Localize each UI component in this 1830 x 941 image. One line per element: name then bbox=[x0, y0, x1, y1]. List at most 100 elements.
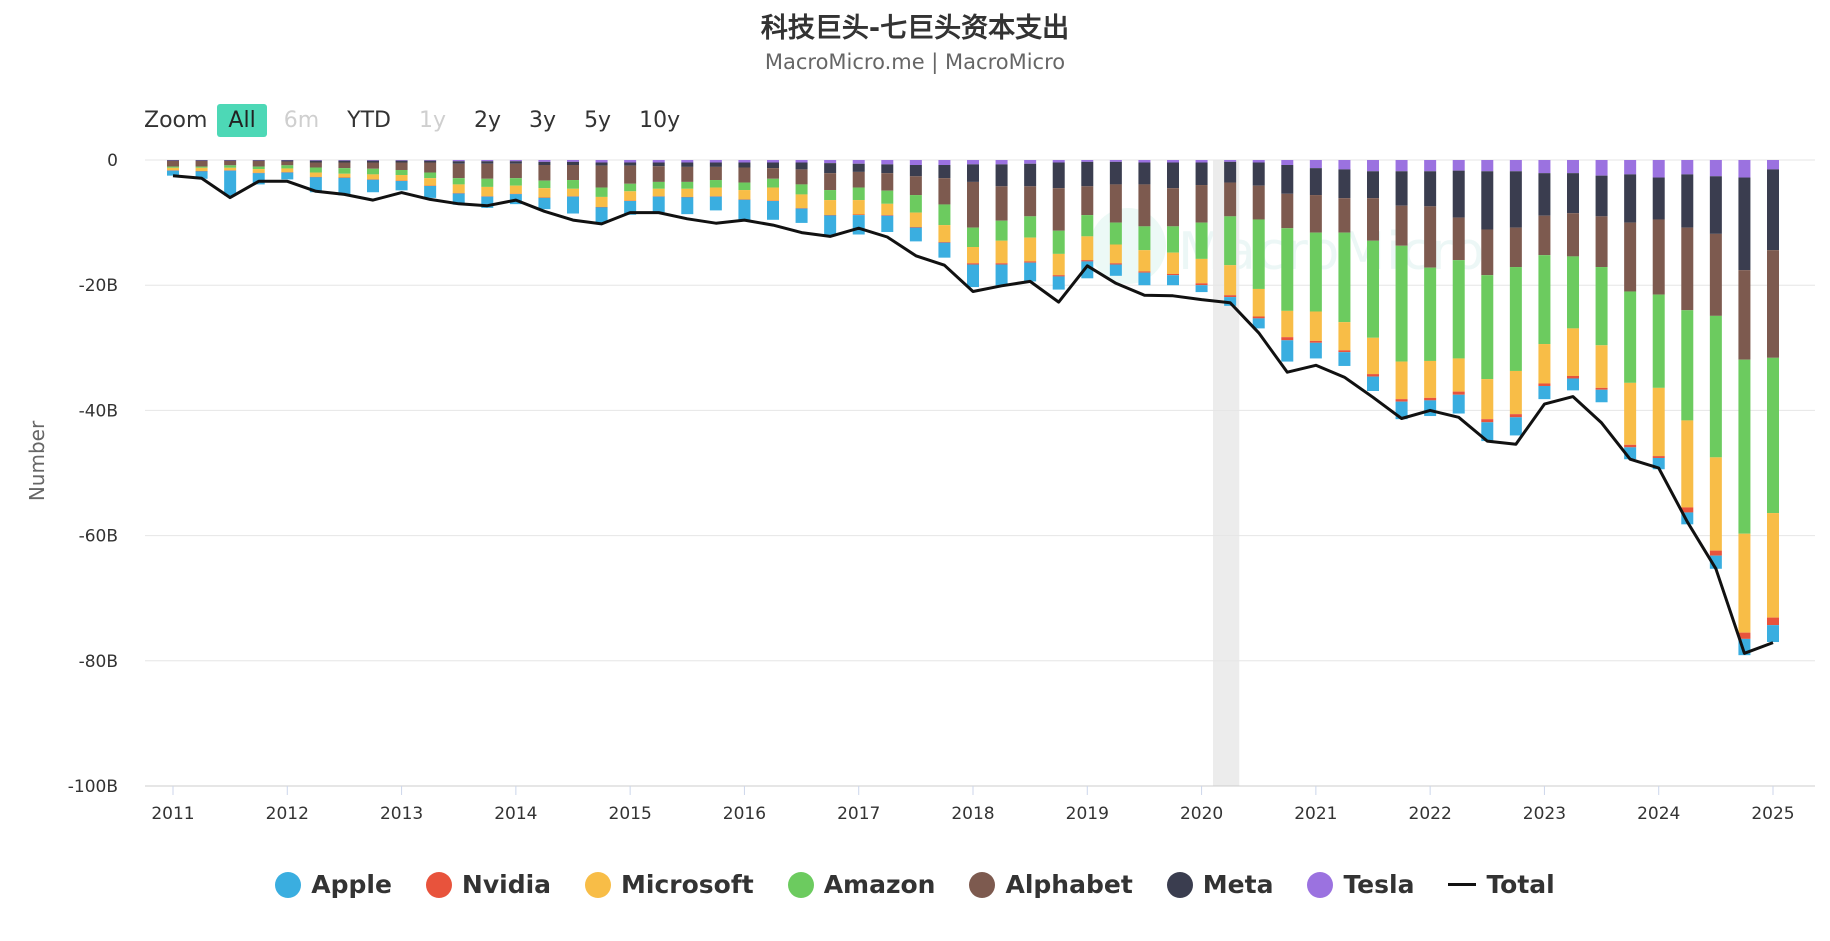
bar-segment-meta[interactable] bbox=[481, 161, 494, 164]
bar-segment-microsoft[interactable] bbox=[1538, 344, 1551, 384]
legend-item-microsoft[interactable]: Microsoft bbox=[585, 870, 754, 899]
bar-segment-meta[interactable] bbox=[195, 160, 208, 161]
bar-segment-tesla[interactable] bbox=[509, 160, 522, 162]
bar-segment-apple[interactable] bbox=[995, 264, 1008, 286]
bar-segment-microsoft[interactable] bbox=[624, 191, 637, 201]
bar-segment-microsoft[interactable] bbox=[938, 225, 951, 243]
bar-segment-meta[interactable] bbox=[1338, 169, 1351, 199]
bar-segment-microsoft[interactable] bbox=[1081, 236, 1094, 261]
bar-segment-amazon[interactable] bbox=[167, 166, 179, 168]
bar-segment-alphabet[interactable] bbox=[1281, 193, 1294, 229]
bar-segment-apple[interactable] bbox=[1109, 264, 1122, 276]
bar-segment-amazon[interactable] bbox=[995, 220, 1008, 241]
bar-segment-nvidia[interactable] bbox=[1509, 414, 1522, 418]
bar-segment-nvidia[interactable] bbox=[1767, 617, 1779, 626]
bar-segment-apple[interactable] bbox=[1652, 457, 1665, 470]
bar-segment-meta[interactable] bbox=[167, 160, 179, 161]
bar-segment-microsoft[interactable] bbox=[1738, 533, 1751, 633]
bar-segment-microsoft[interactable] bbox=[709, 187, 722, 197]
bar-segment-apple[interactable] bbox=[338, 177, 351, 196]
bar-segment-tesla[interactable] bbox=[1252, 160, 1265, 163]
legend-item-nvidia[interactable]: Nvidia bbox=[425, 870, 551, 899]
bar-segment-alphabet[interactable] bbox=[909, 176, 922, 196]
bar-segment-tesla[interactable] bbox=[1224, 160, 1237, 162]
bar-segment-alphabet[interactable] bbox=[1424, 206, 1437, 268]
bar-segment-nvidia[interactable] bbox=[1024, 261, 1037, 263]
bar-segment-alphabet[interactable] bbox=[538, 165, 551, 181]
bar-segment-alphabet[interactable] bbox=[567, 165, 579, 181]
bar-segment-amazon[interactable] bbox=[1109, 222, 1122, 245]
total-line[interactable] bbox=[172, 174, 1774, 655]
bar-segment-nvidia[interactable] bbox=[1424, 397, 1437, 401]
bar-segment-nvidia[interactable] bbox=[1452, 391, 1465, 395]
bar-segment-tesla[interactable] bbox=[652, 160, 665, 163]
bar-segment-amazon[interactable] bbox=[1767, 357, 1779, 514]
bar-segment-apple[interactable] bbox=[195, 171, 208, 179]
legend-item-total[interactable]: Total bbox=[1448, 870, 1555, 899]
bar-segment-alphabet[interactable] bbox=[681, 166, 694, 182]
bar-segment-microsoft[interactable] bbox=[281, 168, 294, 173]
bar-segment-microsoft[interactable] bbox=[1767, 513, 1779, 618]
bar-segment-alphabet[interactable] bbox=[1738, 270, 1751, 360]
bar-segment-meta[interactable] bbox=[795, 162, 808, 170]
bar-segment-alphabet[interactable] bbox=[509, 163, 522, 179]
zoom-6m-button[interactable]: 6m bbox=[283, 107, 320, 133]
zoom-5y-button[interactable]: 5y bbox=[584, 107, 612, 133]
bar-segment-meta[interactable] bbox=[1367, 171, 1379, 199]
bar-segment-meta[interactable] bbox=[995, 164, 1008, 187]
bar-segment-amazon[interactable] bbox=[452, 178, 465, 185]
bar-segment-meta[interactable] bbox=[1395, 171, 1408, 206]
bar-segment-apple[interactable] bbox=[881, 215, 894, 232]
bar-segment-amazon[interactable] bbox=[195, 166, 208, 168]
bar-segment-tesla[interactable] bbox=[681, 160, 694, 163]
bar-segment-meta[interactable] bbox=[1652, 177, 1665, 220]
bar-segment-meta[interactable] bbox=[281, 160, 294, 162]
bar-segment-microsoft[interactable] bbox=[1281, 310, 1294, 338]
bar-segment-tesla[interactable] bbox=[1738, 160, 1751, 178]
bar-segment-meta[interactable] bbox=[424, 160, 437, 163]
bar-segment-meta[interactable] bbox=[909, 165, 922, 177]
bar-segment-meta[interactable] bbox=[309, 160, 322, 163]
bar-segment-tesla[interactable] bbox=[1509, 160, 1522, 172]
legend-item-apple[interactable]: Apple bbox=[275, 870, 392, 899]
bar-segment-meta[interactable] bbox=[595, 162, 608, 166]
bar-segment-meta[interactable] bbox=[1024, 163, 1037, 187]
bar-segment-amazon[interactable] bbox=[1138, 226, 1151, 251]
bar-segment-apple[interactable] bbox=[652, 196, 665, 213]
legend-item-alphabet[interactable]: Alphabet bbox=[969, 870, 1133, 899]
bar-segment-amazon[interactable] bbox=[1252, 219, 1265, 289]
bar-segment-tesla[interactable] bbox=[795, 160, 808, 163]
bar-segment-nvidia[interactable] bbox=[452, 193, 465, 194]
bar-segment-tesla[interactable] bbox=[1767, 160, 1779, 170]
bar-segment-nvidia[interactable] bbox=[824, 215, 837, 216]
bar-segment-amazon[interactable] bbox=[1024, 216, 1037, 238]
bar-segment-microsoft[interactable] bbox=[795, 194, 808, 209]
bar-segment-nvidia[interactable] bbox=[367, 179, 379, 180]
bar-segment-amazon[interactable] bbox=[538, 180, 551, 189]
bar-segment-microsoft[interactable] bbox=[1452, 358, 1465, 392]
bar-segment-alphabet[interactable] bbox=[281, 161, 294, 166]
bar-segment-amazon[interactable] bbox=[1452, 260, 1465, 359]
bar-segment-apple[interactable] bbox=[738, 199, 751, 220]
bar-segment-nvidia[interactable] bbox=[1681, 507, 1694, 513]
bar-segment-meta[interactable] bbox=[538, 161, 551, 166]
bar-segment-apple[interactable] bbox=[567, 196, 579, 214]
bar-segment-tesla[interactable] bbox=[452, 160, 465, 162]
bar-segment-apple[interactable] bbox=[1595, 389, 1608, 403]
bar-segment-meta[interactable] bbox=[1195, 162, 1208, 186]
zoom-1y-button[interactable]: 1y bbox=[418, 107, 446, 133]
bar-segment-microsoft[interactable] bbox=[824, 200, 837, 216]
bar-segment-nvidia[interactable] bbox=[338, 177, 351, 179]
bar-segment-tesla[interactable] bbox=[595, 160, 608, 163]
bar-segment-apple[interactable] bbox=[681, 197, 694, 215]
bar-segment-tesla[interactable] bbox=[1538, 160, 1551, 174]
bar-segment-tesla[interactable] bbox=[709, 160, 722, 163]
bar-segment-meta[interactable] bbox=[1081, 161, 1094, 187]
bar-segment-apple[interactable] bbox=[309, 177, 322, 193]
bar-segment-tesla[interactable] bbox=[1424, 160, 1437, 172]
bar-segment-amazon[interactable] bbox=[1167, 226, 1179, 253]
bar-segment-nvidia[interactable] bbox=[281, 172, 294, 173]
bar-segment-microsoft[interactable] bbox=[481, 186, 494, 197]
bar-segment-amazon[interactable] bbox=[1052, 230, 1065, 254]
bar-segment-apple[interactable] bbox=[1281, 340, 1294, 362]
